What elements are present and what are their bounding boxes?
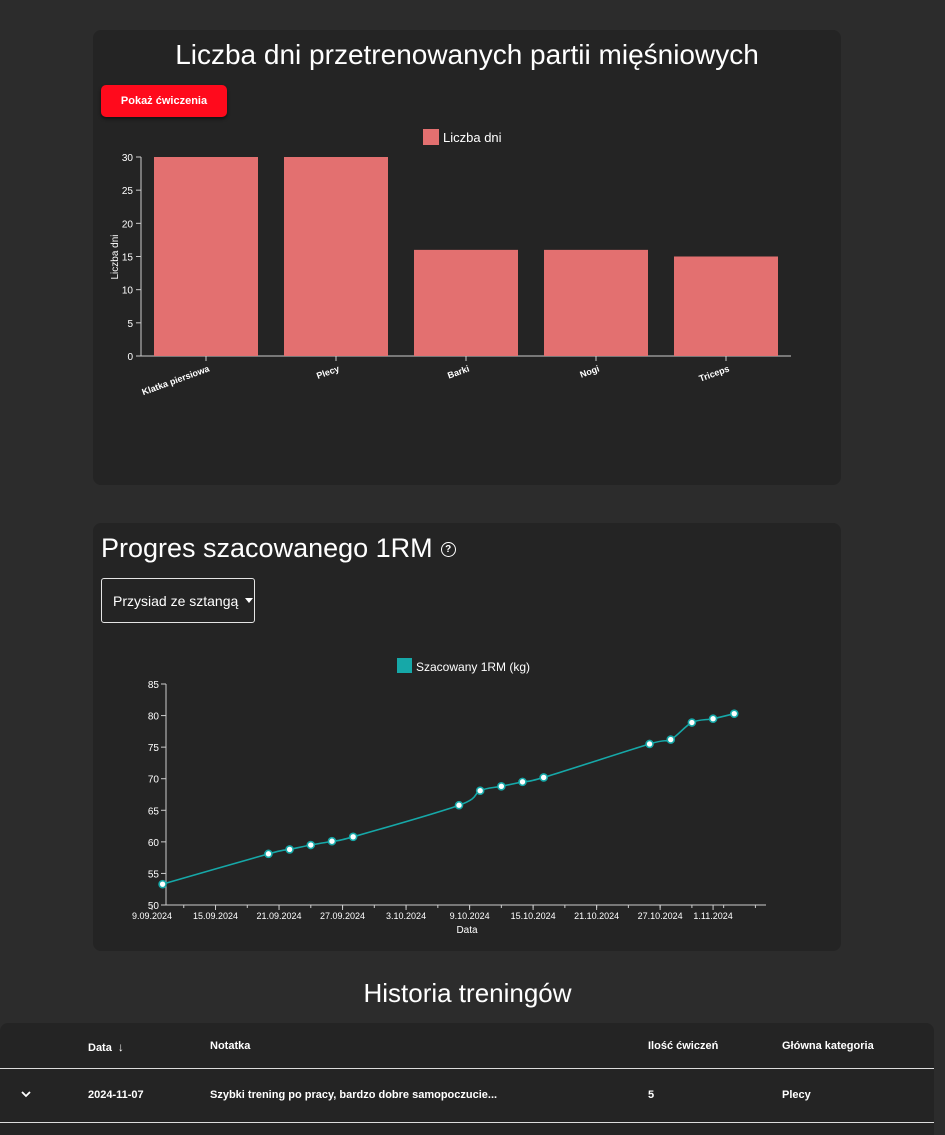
one-rm-line-chart: Szacowany 1RM (kg) 50 55 60 65 70 75 80 85 9.09.… <box>132 658 766 936</box>
data-point[interactable] <box>497 781 506 791</box>
muscle-days-card: Liczba dni przetrenowanych partii mięśni… <box>93 30 841 485</box>
data-point[interactable] <box>158 879 167 889</box>
x-tick-label: 15.09.2024 <box>193 911 238 921</box>
y-tick-label: 10 <box>122 286 134 297</box>
legend-label: Liczba dni <box>443 130 502 145</box>
x-tick-label: 9.09.2024 <box>132 911 172 921</box>
x-tick-label: 3.10.2024 <box>386 911 426 921</box>
data-point[interactable] <box>687 718 697 727</box>
x-tick-label: 9.10.2024 <box>450 911 490 921</box>
progress-title-row: Progres szacowanego 1RM ? <box>101 533 456 564</box>
column-header-date-label: Data <box>88 1042 112 1054</box>
x-tick-label: 1.11.2024 <box>693 911 732 921</box>
data-point[interactable] <box>306 840 316 850</box>
arrow-down-icon[interactable]: ↓ <box>117 1040 124 1054</box>
row-note: Szybki trening po pracy, bardzo dobre sa… <box>210 1089 498 1101</box>
data-point[interactable] <box>729 709 739 718</box>
series-line <box>162 712 735 885</box>
x-tick-label: 21.09.2024 <box>257 911 302 921</box>
legend-swatch <box>423 129 439 145</box>
bar[interactable] <box>414 249 518 356</box>
y-tick-label: 75 <box>148 743 160 754</box>
bar-chart-legend[interactable]: Liczba dni <box>423 129 502 145</box>
row-exercise-count: 5 <box>648 1089 655 1101</box>
x-tick-label: 27.10.2024 <box>638 911 683 921</box>
y-tick-label: 0 <box>127 352 133 363</box>
bar[interactable] <box>154 157 258 356</box>
data-point[interactable] <box>645 739 654 749</box>
legend-swatch <box>397 658 412 673</box>
data-point[interactable] <box>666 735 676 744</box>
column-header-date[interactable]: Data ↓ <box>88 1040 124 1054</box>
x-tick-label: Triceps <box>698 363 731 383</box>
bar[interactable] <box>544 249 648 356</box>
data-point[interactable] <box>539 773 548 782</box>
x-tick-label: Plecy <box>315 363 341 380</box>
muscle-days-bar-chart: Liczba dni 0 5 10 15 20 25 30 Klatka piersiowa P… <box>110 129 791 397</box>
column-header-category[interactable]: Główna kategoria <box>782 1040 874 1052</box>
data-point[interactable] <box>285 845 294 854</box>
bar[interactable] <box>674 256 778 357</box>
progress-chart-title: Progres szacowanego 1RM <box>101 533 433 563</box>
exercise-select[interactable]: Przysiad ze sztangą <box>101 578 255 623</box>
column-header-note[interactable]: Notatka <box>210 1040 251 1052</box>
chevron-down-icon[interactable] <box>20 1088 32 1100</box>
x-tick-label: 27.09.2024 <box>320 911 365 921</box>
data-point[interactable] <box>708 714 718 724</box>
y-tick-label: 5 <box>127 319 133 330</box>
x-tick-label: Nogi <box>578 363 600 379</box>
exercise-select-value: Przysiad ze sztangą <box>113 592 239 609</box>
history-title: Historia treningów <box>363 978 572 1008</box>
row-category: Plecy <box>782 1089 811 1101</box>
one-rm-progress-card: Progres szacowanego 1RM ? Przysiad ze sz… <box>93 523 841 951</box>
help-circle-icon[interactable]: ? <box>440 542 456 557</box>
y-tick-label: 30 <box>122 153 134 164</box>
y-tick-label: 55 <box>148 869 160 880</box>
history-table: Data ↓ Notatka Ilość ćwiczeń Główna kateg… <box>0 1023 934 1135</box>
y-tick-label: 60 <box>148 838 160 849</box>
y-tick-label: 25 <box>122 186 134 197</box>
caret-down-icon <box>245 598 254 603</box>
data-point[interactable] <box>264 849 273 859</box>
y-tick-label: 20 <box>122 219 134 230</box>
y-tick-label: 65 <box>148 806 160 817</box>
x-tick-label: 15.10.2024 <box>511 911 556 921</box>
data-point[interactable] <box>518 777 527 787</box>
bar[interactable] <box>284 157 388 356</box>
x-tick-label: Klatka piersiowa <box>141 363 212 397</box>
x-tick-label: 21.10.2024 <box>574 911 619 921</box>
header-divider <box>0 1068 934 1069</box>
row-date: 2024-11-07 <box>88 1089 144 1101</box>
y-tick-label: 15 <box>122 253 134 264</box>
column-header-exercise-count[interactable]: Ilość ćwiczeń <box>648 1040 719 1052</box>
data-point[interactable] <box>475 786 485 796</box>
y-tick-label: 80 <box>148 712 160 723</box>
show-exercises-button[interactable]: Pokaż ćwiczenia <box>101 85 227 117</box>
y-tick-label: 70 <box>148 775 160 786</box>
x-axis-label: Data <box>456 925 478 936</box>
row-divider <box>0 1122 934 1123</box>
data-point[interactable] <box>327 836 337 846</box>
data-point[interactable] <box>348 832 358 842</box>
y-axis-label: Liczba dni <box>110 234 121 279</box>
muscle-chart-title: Liczba dni przetrenowanych partii mięśni… <box>175 39 759 70</box>
x-tick-label: Barki <box>446 363 471 380</box>
y-tick-label: 50 <box>148 901 160 912</box>
y-tick-label: 85 <box>148 680 160 691</box>
data-point[interactable] <box>454 800 464 810</box>
legend-label: Szacowany 1RM (kg) <box>416 660 530 674</box>
line-chart-legend[interactable]: Szacowany 1RM (kg) <box>397 658 530 674</box>
